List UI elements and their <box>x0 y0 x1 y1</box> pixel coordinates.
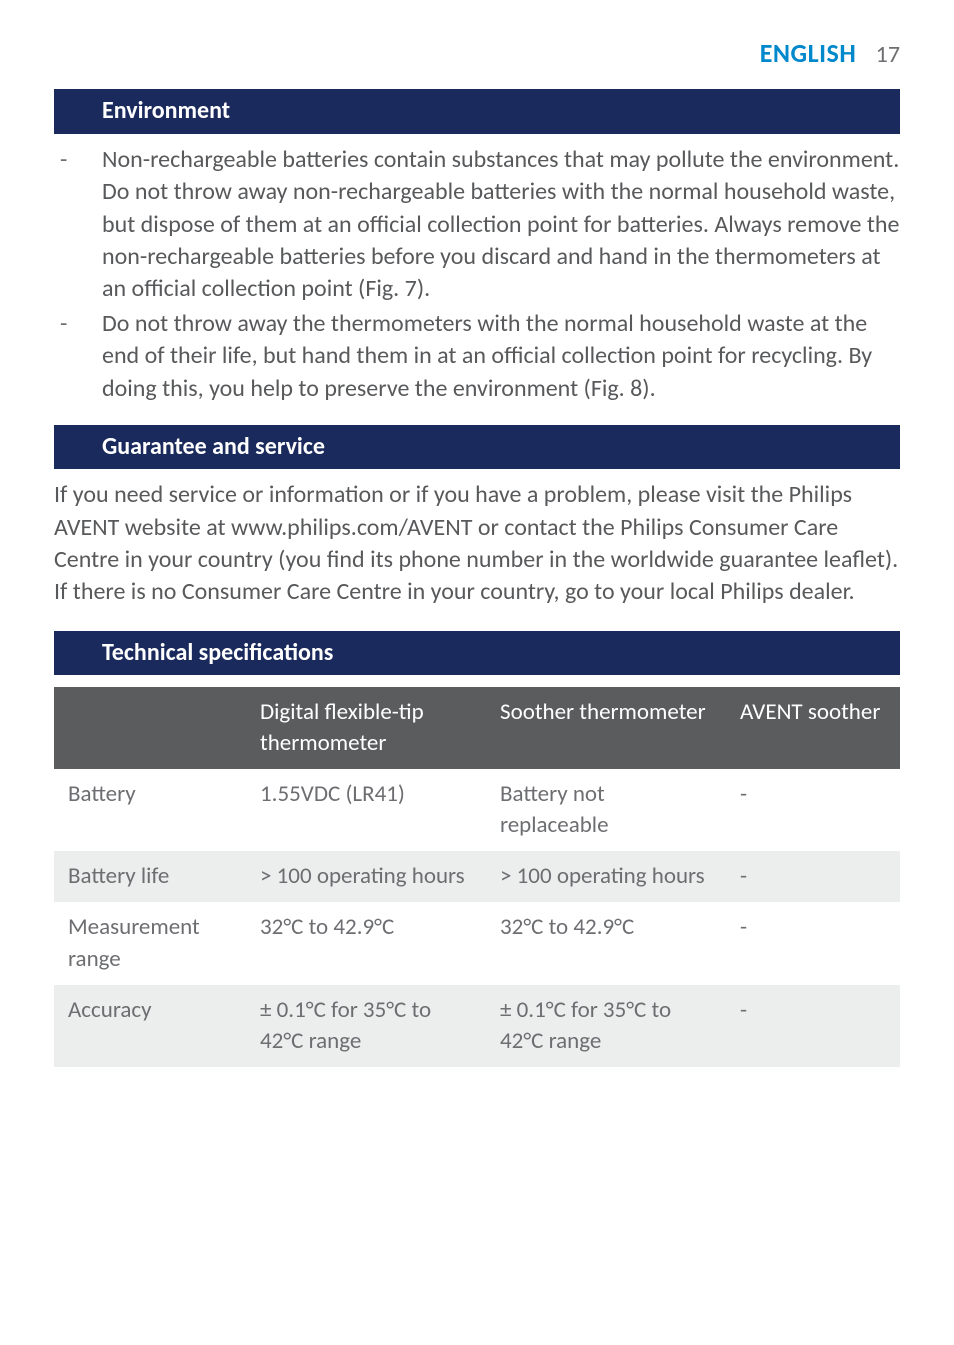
table-cell: ± 0.1°C for 35°C to 42°C range <box>246 985 486 1067</box>
list-item: Non-rechargeable batteries contain subst… <box>54 144 900 306</box>
table-header-cell <box>54 687 246 769</box>
table-cell: Battery <box>54 769 246 851</box>
table-cell: 32°C to 42.9°C <box>246 902 486 984</box>
language-label: ENGLISH <box>760 37 857 69</box>
table-cell: Battery life <box>54 851 246 902</box>
section-techspec-title: Technical specifications <box>54 631 900 675</box>
table-header-cell: AVENT soother <box>726 687 900 769</box>
table-cell: - <box>726 985 900 1067</box>
page-header: ENGLISH 17 <box>54 36 900 71</box>
table-row: Battery life > 100 operating hours > 100… <box>54 851 900 902</box>
techspec-table: Digital flexible-tip thermometer Soother… <box>54 687 900 1066</box>
table-cell: - <box>726 769 900 851</box>
table-row: Measurement range 32°C to 42.9°C 32°C to… <box>54 902 900 984</box>
section-guarantee-title: Guarantee and service <box>54 425 900 469</box>
table-cell: Battery not replaceable <box>486 769 726 851</box>
table-cell: 32°C to 42.9°C <box>486 902 726 984</box>
table-row: Battery 1.55VDC (LR41) Battery not repla… <box>54 769 900 851</box>
table-row: Accuracy ± 0.1°C for 35°C to 42°C range … <box>54 985 900 1067</box>
table-cell: 1.55VDC (LR41) <box>246 769 486 851</box>
table-cell: - <box>726 851 900 902</box>
page-number: 17 <box>876 40 900 69</box>
list-item: Do not throw away the thermometers with … <box>54 308 900 405</box>
table-cell: > 100 operating hours <box>486 851 726 902</box>
environment-list: Non-rechargeable batteries contain subst… <box>54 144 900 425</box>
table-cell: Accuracy <box>54 985 246 1067</box>
table-cell: > 100 operating hours <box>246 851 486 902</box>
table-header-cell: Digital flexible-tip thermometer <box>246 687 486 769</box>
table-cell: Measurement range <box>54 902 246 984</box>
section-environment-title: Environment <box>54 89 900 133</box>
table-cell: - <box>726 902 900 984</box>
guarantee-body: If you need service or information or if… <box>54 479 900 631</box>
table-cell: ± 0.1°C for 35°C to 42°C range <box>486 985 726 1067</box>
table-header-cell: Soother thermometer <box>486 687 726 769</box>
table-header-row: Digital flexible-tip thermometer Soother… <box>54 687 900 769</box>
